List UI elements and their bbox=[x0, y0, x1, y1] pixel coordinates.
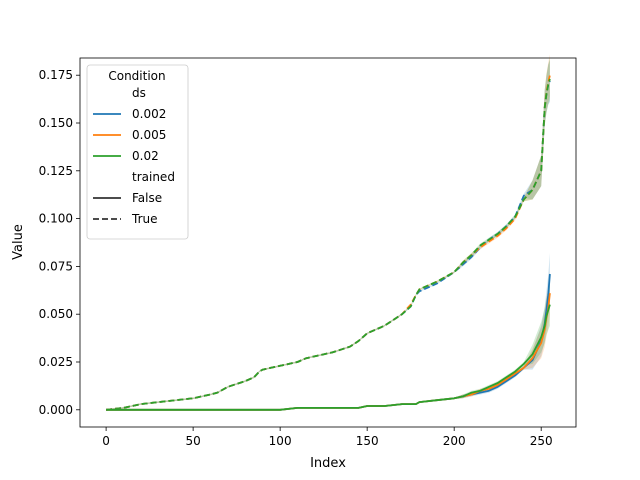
y-tick-label: 0.075 bbox=[39, 259, 73, 273]
y-tick-label: 0.175 bbox=[39, 68, 73, 82]
y-tick-label: 0.050 bbox=[39, 307, 73, 321]
x-tick-label: 0 bbox=[102, 434, 110, 448]
series-lines bbox=[106, 75, 551, 411]
x-tick-label: 50 bbox=[185, 434, 200, 448]
series-line-0_02-trained-true bbox=[106, 78, 551, 411]
legend-box bbox=[86, 64, 189, 240]
legend-section-title: trained bbox=[132, 170, 175, 184]
x-tick-label: 150 bbox=[356, 434, 379, 448]
legend-entry-label: 0.02 bbox=[132, 149, 159, 163]
y-axis-ticks: 0.000 0.025 0.050 0.075 0.100 0.125 0.150 0.175 bbox=[39, 68, 80, 417]
y-tick-label: 0.100 bbox=[39, 212, 73, 226]
y-tick-label: 0.025 bbox=[39, 355, 73, 369]
x-axis-label: Index bbox=[310, 456, 346, 471]
y-tick-label: 0.125 bbox=[39, 164, 73, 178]
x-axis-ticks: 0 50 100 150 200 250 bbox=[102, 427, 553, 448]
legend-section-title: ds bbox=[132, 86, 146, 100]
y-axis-label: Value bbox=[11, 224, 26, 260]
series-line-0_02-trained-false bbox=[106, 304, 551, 411]
x-tick-label: 250 bbox=[530, 434, 553, 448]
x-tick-label: 200 bbox=[443, 434, 466, 448]
plot-frame bbox=[79, 57, 577, 428]
legend-entry-label: False bbox=[132, 191, 162, 205]
x-tick-label: 100 bbox=[269, 434, 292, 448]
band-0_002-false bbox=[106, 253, 550, 411]
legend: Condition ds 0.002 0.005 0.02 trained False Tru… bbox=[86, 64, 189, 240]
legend-entry-label: True bbox=[131, 212, 158, 226]
legend-entry-label: 0.002 bbox=[132, 107, 166, 121]
y-tick-label: 0.000 bbox=[39, 403, 73, 417]
legend-title: Condition bbox=[108, 69, 165, 83]
legend-entry-label: 0.005 bbox=[132, 128, 166, 142]
y-tick-label: 0.150 bbox=[39, 116, 73, 130]
